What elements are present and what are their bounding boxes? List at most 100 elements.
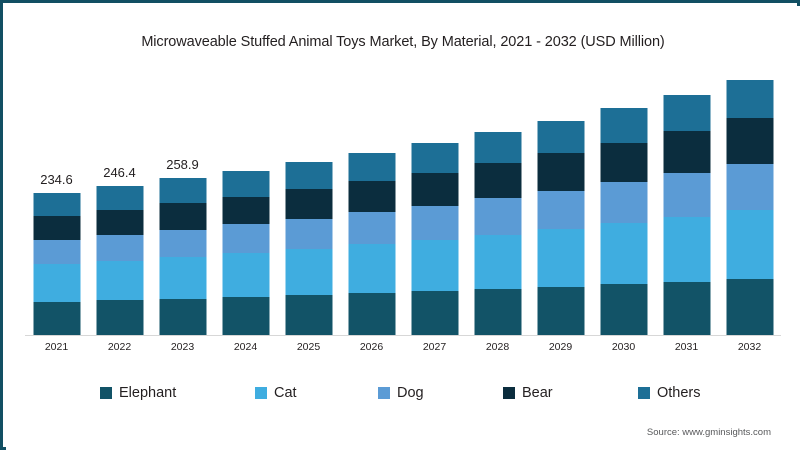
bar-segment-others[interactable] bbox=[726, 79, 773, 119]
bar-group: 258.9 bbox=[151, 69, 214, 335]
bar-segment-bear[interactable] bbox=[411, 172, 458, 206]
bar-segment-elephant[interactable] bbox=[411, 291, 458, 335]
plot-area: 234.6 246.4 258.9 bbox=[25, 69, 781, 335]
stacked-bar[interactable] bbox=[159, 178, 206, 335]
bar-segment-dog[interactable] bbox=[411, 205, 458, 240]
bar-total-label: 234.6 bbox=[40, 172, 73, 188]
bar-group bbox=[403, 69, 466, 335]
legend-item-elephant[interactable]: Elephant bbox=[100, 385, 176, 401]
legend-item-dog[interactable]: Dog bbox=[378, 385, 424, 401]
bar-segment-elephant[interactable] bbox=[348, 293, 395, 335]
stacked-bar[interactable] bbox=[33, 193, 80, 335]
bar-segment-dog[interactable] bbox=[726, 163, 773, 210]
bar-segment-cat[interactable] bbox=[537, 228, 584, 287]
bar-segment-elephant[interactable] bbox=[33, 301, 80, 335]
bar-segment-others[interactable] bbox=[600, 108, 647, 143]
bar-segment-bear[interactable] bbox=[33, 216, 80, 240]
bar-segment-dog[interactable] bbox=[600, 182, 647, 223]
legend-item-cat[interactable]: Cat bbox=[255, 385, 297, 401]
bar-segment-others[interactable] bbox=[222, 170, 269, 197]
bar-group: 246.4 bbox=[88, 69, 151, 335]
x-tick-label: 2031 bbox=[674, 341, 699, 353]
bar-segment-cat[interactable] bbox=[159, 256, 206, 299]
bar-segment-elephant[interactable] bbox=[285, 295, 332, 335]
bar-segment-dog[interactable] bbox=[285, 218, 332, 249]
bar-segment-others[interactable] bbox=[411, 142, 458, 173]
bar-segment-cat[interactable] bbox=[96, 260, 143, 301]
bar-segment-bear[interactable] bbox=[600, 142, 647, 183]
bar-segment-others[interactable] bbox=[663, 94, 710, 131]
bar-segment-elephant[interactable] bbox=[600, 284, 647, 335]
stacked-bar[interactable] bbox=[222, 170, 269, 335]
bar-group bbox=[592, 69, 655, 335]
bar-group bbox=[529, 69, 592, 335]
bar-segment-bear[interactable] bbox=[537, 153, 584, 191]
x-tick-label: 2026 bbox=[359, 341, 384, 353]
bar-segment-cat[interactable] bbox=[474, 234, 521, 290]
bar-segment-bear[interactable] bbox=[285, 189, 332, 219]
bar-segment-others[interactable] bbox=[474, 132, 521, 164]
bar-segment-others[interactable] bbox=[285, 161, 332, 190]
legend-swatch-icon bbox=[378, 387, 390, 399]
stacked-bar[interactable] bbox=[411, 142, 458, 335]
bar-segment-bear[interactable] bbox=[222, 196, 269, 225]
bar-segment-elephant[interactable] bbox=[537, 286, 584, 335]
bar-segment-others[interactable] bbox=[537, 120, 584, 154]
bar-segment-bear[interactable] bbox=[726, 118, 773, 164]
bar-group bbox=[214, 69, 277, 335]
bar-segment-dog[interactable] bbox=[33, 239, 80, 265]
bar-group: 234.6 bbox=[25, 69, 88, 335]
bar-segment-cat[interactable] bbox=[222, 253, 269, 297]
stacked-bar[interactable] bbox=[663, 94, 710, 335]
bar-segment-elephant[interactable] bbox=[663, 281, 710, 335]
stacked-bar[interactable] bbox=[285, 161, 332, 335]
bar-segment-dog[interactable] bbox=[222, 224, 269, 254]
bar-segment-bear[interactable] bbox=[348, 181, 395, 213]
legend-swatch-icon bbox=[100, 387, 112, 399]
legend-item-others[interactable]: Others bbox=[638, 385, 701, 401]
bar-segment-others[interactable] bbox=[96, 186, 143, 211]
bar-segment-elephant[interactable] bbox=[726, 278, 773, 335]
stacked-bar[interactable] bbox=[96, 186, 143, 335]
bar-segment-others[interactable] bbox=[159, 178, 206, 204]
stacked-bar[interactable] bbox=[348, 152, 395, 335]
bar-group bbox=[655, 69, 718, 335]
bar-segment-dog[interactable] bbox=[348, 212, 395, 245]
bar-segment-dog[interactable] bbox=[474, 198, 521, 235]
bar-segment-bear[interactable] bbox=[96, 210, 143, 235]
stacked-bar[interactable] bbox=[600, 108, 647, 335]
bar-segment-elephant[interactable] bbox=[96, 300, 143, 335]
legend-label: Dog bbox=[397, 385, 424, 401]
legend-item-bear[interactable]: Bear bbox=[503, 385, 553, 401]
legend-label: Bear bbox=[522, 385, 553, 401]
bar-segment-bear[interactable] bbox=[663, 130, 710, 174]
bar-group bbox=[277, 69, 340, 335]
bar-segment-bear[interactable] bbox=[474, 163, 521, 199]
bar-segment-cat[interactable] bbox=[600, 222, 647, 285]
bar-segment-elephant[interactable] bbox=[474, 289, 521, 335]
bar-segment-cat[interactable] bbox=[411, 239, 458, 292]
stacked-bar[interactable] bbox=[474, 132, 521, 335]
bar-segment-bear[interactable] bbox=[159, 203, 206, 230]
bar-segment-dog[interactable] bbox=[663, 173, 710, 217]
legend-swatch-icon bbox=[503, 387, 515, 399]
x-tick-label: 2025 bbox=[296, 341, 321, 353]
bar-segment-cat[interactable] bbox=[726, 209, 773, 279]
x-tick-label: 2028 bbox=[485, 341, 510, 353]
bar-segment-dog[interactable] bbox=[159, 229, 206, 257]
x-tick-label: 2030 bbox=[611, 341, 636, 353]
bar-group bbox=[340, 69, 403, 335]
bar-segment-others[interactable] bbox=[348, 152, 395, 182]
stacked-bar[interactable] bbox=[726, 79, 773, 335]
bar-segment-cat[interactable] bbox=[285, 248, 332, 296]
bar-segment-cat[interactable] bbox=[348, 244, 395, 294]
bar-segment-dog[interactable] bbox=[96, 234, 143, 261]
stacked-bar[interactable] bbox=[537, 120, 584, 335]
bar-segment-dog[interactable] bbox=[537, 190, 584, 229]
x-tick-label: 2027 bbox=[422, 341, 447, 353]
bar-segment-others[interactable] bbox=[33, 193, 80, 217]
bar-segment-cat[interactable] bbox=[33, 264, 80, 302]
bar-segment-cat[interactable] bbox=[663, 216, 710, 282]
bar-segment-elephant[interactable] bbox=[159, 298, 206, 335]
bar-segment-elephant[interactable] bbox=[222, 296, 269, 335]
